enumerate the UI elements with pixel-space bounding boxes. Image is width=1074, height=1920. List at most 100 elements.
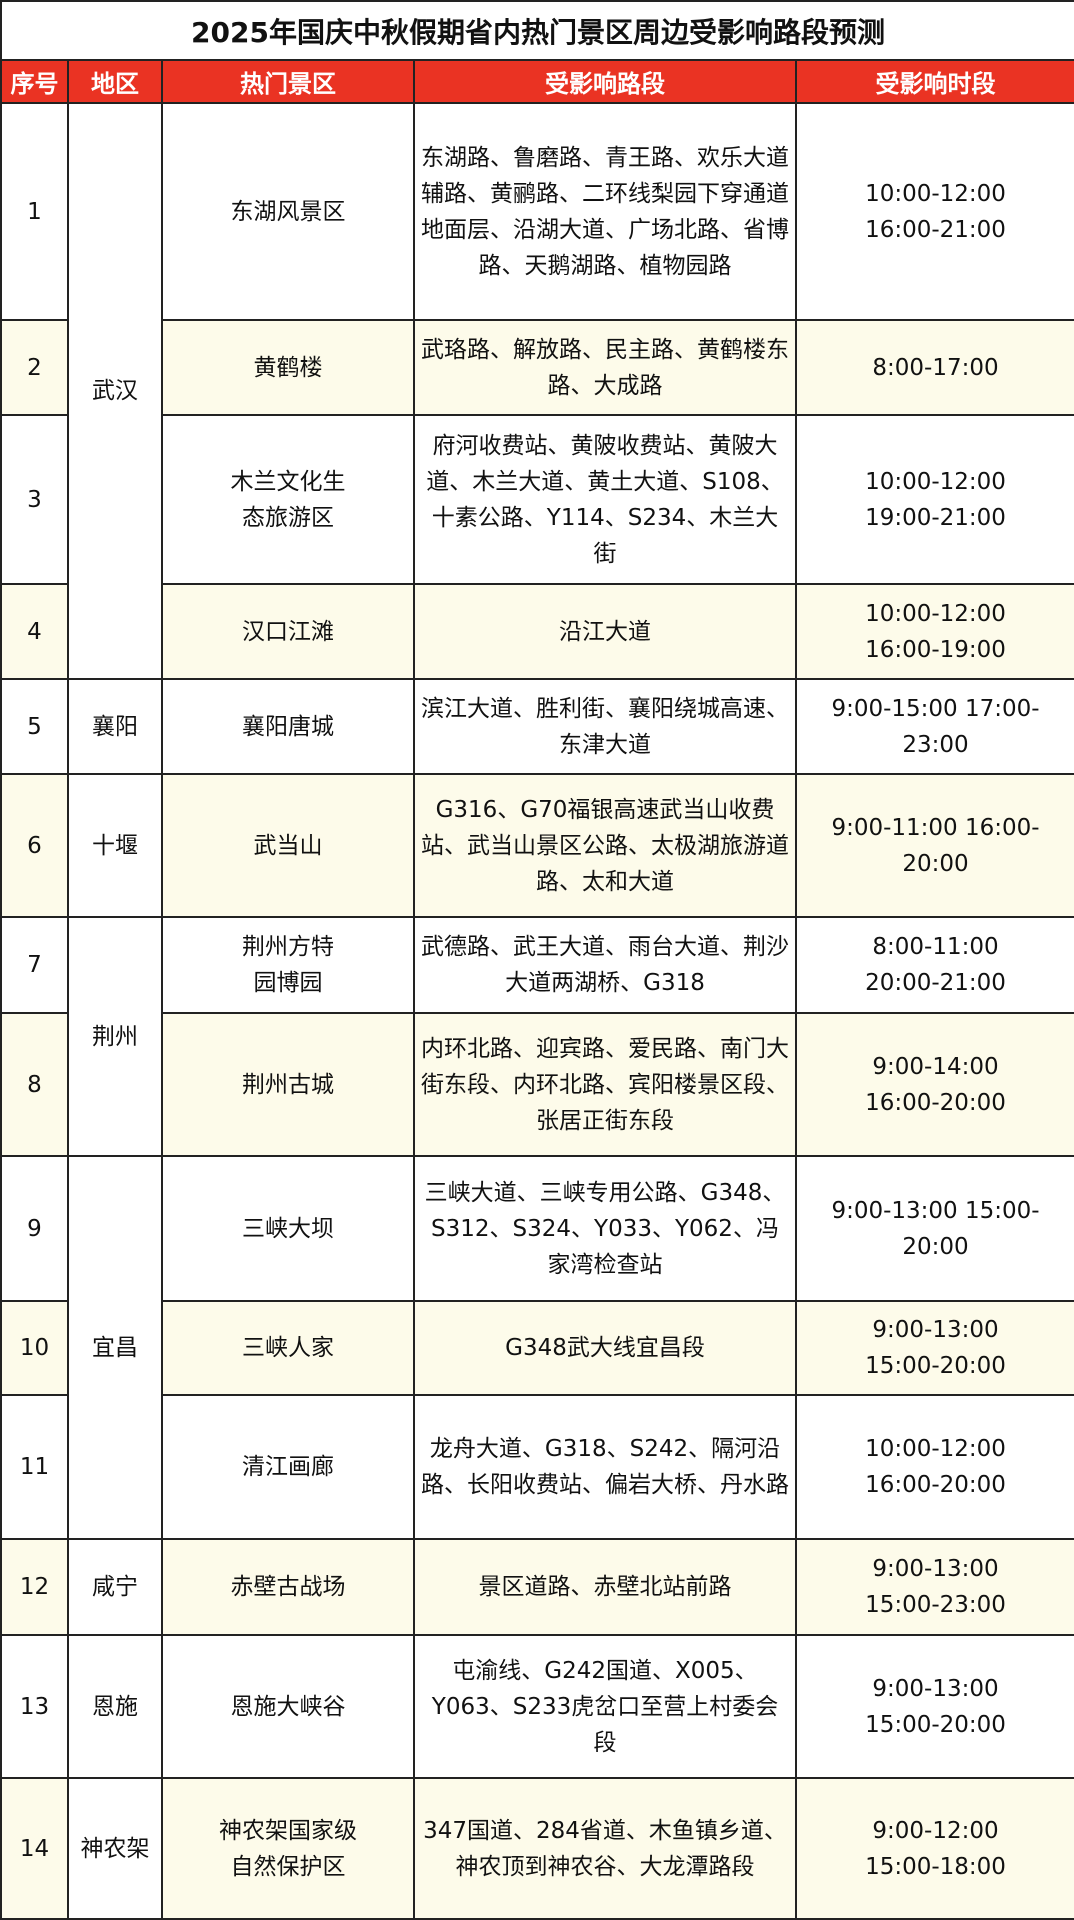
table-row: 12 咸宁 赤壁古战场 景区道路、赤壁北站前路 9:00-13:00 15:00-23:0…: [0, 1538, 1074, 1636]
scenic-spot: 黄鹤楼: [161, 319, 415, 416]
affected-times: 9:00-14:00 16:00-20:00: [794, 1012, 1074, 1157]
affected-roads: 景区道路、赤壁北站前路: [413, 1538, 797, 1636]
affected-times: 10:00-12:00 16:00-21:00: [794, 102, 1074, 321]
row-number: 2: [0, 319, 69, 416]
row-number: 9: [0, 1155, 69, 1302]
region-cell: 十堰: [67, 773, 163, 918]
affected-roads: 龙舟大道、G318、S242、隔河沿路、长阳收费站、偏岩大桥、丹水路: [413, 1394, 797, 1540]
region-cell: 荆州: [67, 916, 163, 1157]
table-row: 7 荆州 荆州方特园博园 武德路、武王大道、雨台大道、荆沙大道两湖桥、G318 8:00…: [0, 916, 1074, 1157]
table-row: 13 恩施 恩施大峡谷 屯渝线、G242国道、X005、Y063、S233虎岔口至营上…: [0, 1634, 1074, 1779]
time-range: 15:00-20:00: [865, 1711, 1006, 1738]
time-range: 9:00-13:00 15:00-20:00: [831, 1197, 1040, 1260]
time-range: 15:00-23:00: [865, 1592, 1006, 1618]
row-number: 5: [0, 678, 69, 775]
scenic-spot-name: 黄鹤楼: [253, 354, 323, 381]
scenic-spot-name: 荆州古城: [242, 1071, 334, 1098]
scenic-spot: 东湖风景区: [161, 102, 415, 321]
region-cell: 襄阳: [67, 678, 163, 775]
scenic-spot-name: 汉口江滩: [242, 618, 334, 645]
scenic-spot-name: 木兰文化生态旅游区: [230, 468, 346, 531]
affected-times: 9:00-13:00 15:00-23:00: [794, 1538, 1074, 1636]
time-range: 8:00-17:00: [872, 354, 999, 381]
affected-roads: 屯渝线、G242国道、X005、Y063、S233虎岔口至营上村委会段: [413, 1634, 797, 1779]
scenic-spot: 荆州古城: [161, 1012, 415, 1157]
affected-roads: 武德路、武王大道、雨台大道、荆沙大道两湖桥、G318: [413, 916, 797, 1014]
header-roads: 受影响路段: [413, 59, 797, 104]
affected-times: 9:00-13:00 15:00-20:00: [794, 1300, 1074, 1396]
table-row: 4 汉口江滩 沿江大道 10:00-12:00 16:00-19:00: [0, 583, 1074, 680]
header-times: 受影响时段: [794, 59, 1074, 104]
time-range: 9:00-11:00 16:00-20:00: [831, 814, 1040, 877]
row-number: 11: [0, 1394, 69, 1540]
time-range: 9:00-13:00: [872, 1675, 999, 1702]
row-number: 3: [0, 414, 69, 585]
time-range: 8:00-11:00: [872, 934, 999, 960]
affected-roads: 滨江大道、胜利街、襄阳绕城高速、东津大道: [413, 678, 797, 775]
scenic-spot-name: 襄阳唐城: [242, 713, 334, 740]
table-row: 11 清江画廊 龙舟大道、G318、S242、隔河沿路、长阳收费站、偏岩大桥、丹水路…: [0, 1394, 1074, 1540]
region-cell: 恩施: [67, 1634, 163, 1779]
time-range: 16:00-20:00: [865, 1472, 1006, 1498]
row-number: 4: [0, 583, 69, 680]
table-row: 9 宜昌 三峡大坝 三峡大道、三峡专用公路、G348、S312、S324、Y033、Y…: [0, 1155, 1074, 1540]
time-range: 15:00-18:00: [865, 1853, 1006, 1880]
scenic-spot: 三峡人家: [161, 1300, 415, 1396]
header-no: 序号: [0, 59, 69, 104]
header-region: 地区: [67, 59, 163, 104]
affected-times: 9:00-12:00 15:00-18:00: [794, 1777, 1074, 1920]
table-row: 3 木兰文化生态旅游区 府河收费站、黄陂收费站、黄陂大道、木兰大道、黄土大道、S10…: [0, 414, 1074, 585]
region-cell: 咸宁: [67, 1538, 163, 1636]
affected-roads: 东湖路、鲁磨路、青王路、欢乐大道辅路、黄鹂路、二环线梨园下穿通道地面层、沿湖大道…: [413, 102, 797, 321]
row-number: 14: [0, 1777, 69, 1920]
table-row: 8 荆州古城 内环北路、迎宾路、爱民路、南门大街东段、内环北路、宾阳楼景区段、张居正…: [0, 1012, 1074, 1157]
table-row: 10 三峡人家 G348武大线宜昌段 9:00-13:00 15:00-20:00: [0, 1300, 1074, 1396]
scenic-spot: 荆州方特园博园: [161, 916, 415, 1014]
scenic-spot-name: 恩施大峡谷: [230, 1693, 346, 1720]
scenic-spot-name: 东湖风景区: [230, 198, 346, 225]
region-cell: 武汉: [67, 102, 163, 680]
time-range: 9:00-12:00: [872, 1817, 999, 1844]
time-range: 16:00-20:00: [865, 1089, 1006, 1116]
row-number: 1: [0, 102, 69, 321]
affected-times: 10:00-12:00 16:00-19:00: [794, 583, 1074, 680]
table-title: 2025年国庆中秋假期省内热门景区周边受影响路段预测: [0, 0, 1074, 61]
scenic-spot-name: 清江画廊: [242, 1454, 334, 1480]
row-number: 10: [0, 1300, 69, 1396]
table-row: 14 神农架 神农架国家级自然保护区 347国道、284省道、木鱼镇乡道、神农顶到神农…: [0, 1777, 1074, 1920]
time-range: 9:00-13:00: [872, 1317, 999, 1343]
scenic-spot: 襄阳唐城: [161, 678, 415, 775]
affected-times: 9:00-15:00 17:00-23:00: [794, 678, 1074, 775]
header-spot: 热门景区: [161, 59, 415, 104]
scenic-spot-name: 荆州方特园博园: [242, 934, 334, 996]
affected-roads: 三峡大道、三峡专用公路、G348、S312、S324、Y033、Y062、冯家湾…: [413, 1155, 797, 1302]
time-range: 10:00-12:00: [865, 600, 1006, 627]
time-range: 20:00-21:00: [865, 970, 1006, 996]
time-range: 16:00-19:00: [865, 636, 1006, 663]
affected-times: 10:00-12:00 19:00-21:00: [794, 414, 1074, 585]
table-row: 5 襄阳 襄阳唐城 滨江大道、胜利街、襄阳绕城高速、东津大道 9:00-15:00 17…: [0, 678, 1074, 775]
scenic-spot: 汉口江滩: [161, 583, 415, 680]
affected-times: 8:00-17:00: [794, 319, 1074, 416]
affected-times: 10:00-12:00 16:00-20:00: [794, 1394, 1074, 1540]
time-range: 19:00-21:00: [865, 504, 1006, 531]
scenic-spot-name: 三峡人家: [242, 1335, 334, 1361]
affected-times: 8:00-11:00 20:00-21:00: [794, 916, 1074, 1014]
scenic-spot-name: 赤壁古战场: [230, 1574, 346, 1600]
region-cell: 宜昌: [67, 1155, 163, 1540]
row-number: 13: [0, 1634, 69, 1779]
affected-roads: 武珞路、解放路、民主路、黄鹤楼东路、大成路: [413, 319, 797, 416]
affected-roads: 府河收费站、黄陂收费站、黄陂大道、木兰大道、黄土大道、S108、十素公路、Y11…: [413, 414, 797, 585]
affected-roads: 347国道、284省道、木鱼镇乡道、神农顶到神农谷、大龙潭路段: [413, 1777, 797, 1920]
table-row: 1 武汉 东湖风景区 东湖路、鲁磨路、青王路、欢乐大道辅路、黄鹂路、二环线梨园下穿通道…: [0, 102, 1074, 680]
affected-times: 9:00-13:00 15:00-20:00: [794, 1155, 1074, 1302]
row-number: 7: [0, 916, 69, 1014]
scenic-spot-name: 三峡大坝: [242, 1215, 334, 1242]
affected-roads: 内环北路、迎宾路、爱民路、南门大街东段、内环北路、宾阳楼景区段、张居正街东段: [413, 1012, 797, 1157]
scenic-spot-name: 神农架国家级自然保护区: [219, 1817, 357, 1880]
row-number: 6: [0, 773, 69, 918]
scenic-spot: 武当山: [161, 773, 415, 918]
time-range: 16:00-21:00: [865, 216, 1006, 243]
affected-roads: G348武大线宜昌段: [413, 1300, 797, 1396]
